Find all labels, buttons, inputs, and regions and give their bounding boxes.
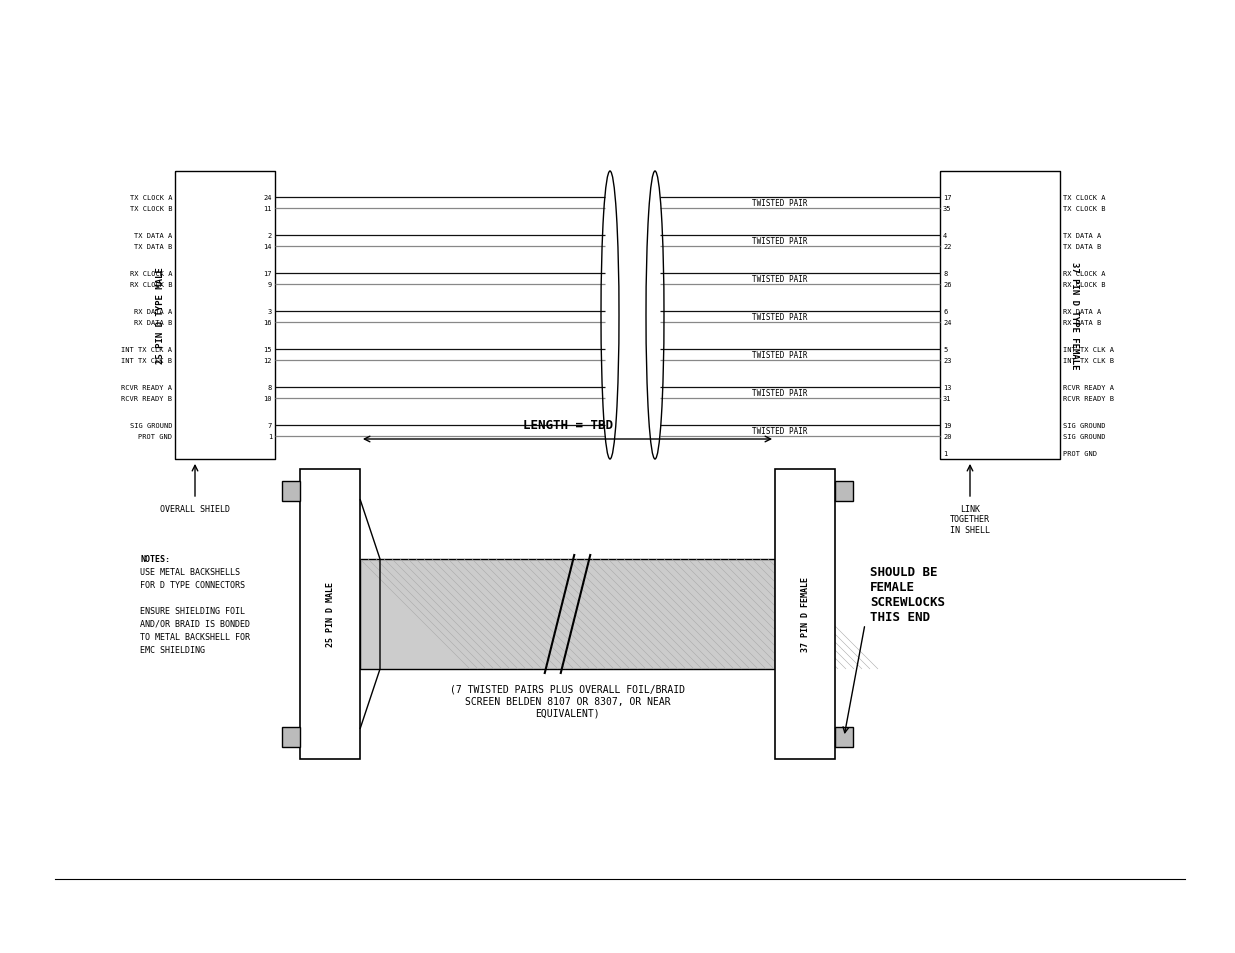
Bar <box>282 727 300 747</box>
Text: RCVR READY A: RCVR READY A <box>121 385 172 391</box>
Text: TWISTED PAIR: TWISTED PAIR <box>752 274 808 284</box>
Text: 8: 8 <box>268 385 272 391</box>
Text: LENGTH = TBD: LENGTH = TBD <box>522 418 613 432</box>
Text: NOTES:: NOTES: <box>140 555 170 563</box>
Text: USE METAL BACKSHELLS: USE METAL BACKSHELLS <box>140 567 240 577</box>
Bar <box>835 481 853 501</box>
Text: AND/OR BRAID IS BONDED: AND/OR BRAID IS BONDED <box>140 619 249 628</box>
Text: 7: 7 <box>268 422 272 429</box>
Text: 14: 14 <box>263 244 272 250</box>
Text: TX DATA B: TX DATA B <box>1063 244 1102 250</box>
Text: TWISTED PAIR: TWISTED PAIR <box>752 389 808 397</box>
Text: PROT GND: PROT GND <box>138 434 172 439</box>
Text: INT TX CLK B: INT TX CLK B <box>1063 357 1114 364</box>
Text: TO METAL BACKSHELL FOR: TO METAL BACKSHELL FOR <box>140 633 249 641</box>
Text: 19: 19 <box>944 422 951 429</box>
Text: OVERALL SHIELD: OVERALL SHIELD <box>161 504 230 514</box>
Text: SHOULD BE
FEMALE
SCREWLOCKS
THIS END: SHOULD BE FEMALE SCREWLOCKS THIS END <box>869 565 945 623</box>
Text: RX CLOCK A: RX CLOCK A <box>1063 271 1105 276</box>
Text: RX CLOCK A: RX CLOCK A <box>130 271 172 276</box>
Text: TWISTED PAIR: TWISTED PAIR <box>752 351 808 359</box>
Text: 5: 5 <box>944 347 947 353</box>
Text: RCVR READY B: RCVR READY B <box>1063 395 1114 401</box>
Text: TX CLOCK B: TX CLOCK B <box>130 206 172 212</box>
Bar <box>300 470 359 760</box>
Text: 25 PIN D TYPE MALE: 25 PIN D TYPE MALE <box>156 268 164 364</box>
Text: 24: 24 <box>944 319 951 326</box>
Text: 20: 20 <box>944 434 951 439</box>
Text: RX DATA B: RX DATA B <box>133 319 172 326</box>
Bar <box>776 470 835 760</box>
Text: TWISTED PAIR: TWISTED PAIR <box>752 199 808 208</box>
Text: 37 PIN D FEMALE: 37 PIN D FEMALE <box>800 577 809 652</box>
Text: SIG GROUND: SIG GROUND <box>1063 434 1105 439</box>
Text: RX DATA B: RX DATA B <box>1063 319 1102 326</box>
Text: 23: 23 <box>944 357 951 364</box>
Text: RCVR READY B: RCVR READY B <box>121 395 172 401</box>
Text: RX DATA A: RX DATA A <box>1063 309 1102 314</box>
Text: 25 PIN D MALE: 25 PIN D MALE <box>326 582 335 647</box>
Text: 3: 3 <box>268 309 272 314</box>
Text: 1: 1 <box>268 434 272 439</box>
Text: SIG GROUND: SIG GROUND <box>130 422 172 429</box>
Text: 31: 31 <box>944 395 951 401</box>
Text: 35: 35 <box>944 206 951 212</box>
Text: ENSURE SHIELDING FOIL: ENSURE SHIELDING FOIL <box>140 606 245 616</box>
Text: TX DATA A: TX DATA A <box>133 233 172 239</box>
Text: 11: 11 <box>263 206 272 212</box>
Text: 37 PIN D TYPE FEMALE: 37 PIN D TYPE FEMALE <box>1071 262 1079 370</box>
Text: (7 TWISTED PAIRS PLUS OVERALL FOIL/BRAID
SCREEN BELDEN 8107 OR 8307, OR NEAR
EQU: (7 TWISTED PAIRS PLUS OVERALL FOIL/BRAID… <box>450 684 685 718</box>
Text: 22: 22 <box>944 244 951 250</box>
Text: 17: 17 <box>263 271 272 276</box>
Text: 16: 16 <box>263 319 272 326</box>
Text: TWISTED PAIR: TWISTED PAIR <box>752 427 808 436</box>
Text: 1: 1 <box>944 451 947 456</box>
Text: INT TX CLK A: INT TX CLK A <box>121 347 172 353</box>
Text: RCVR READY A: RCVR READY A <box>1063 385 1114 391</box>
Text: 4: 4 <box>944 233 947 239</box>
Text: LINK
TOGETHER
IN SHELL: LINK TOGETHER IN SHELL <box>950 504 990 535</box>
Text: 12: 12 <box>263 357 272 364</box>
Bar <box>282 481 300 501</box>
Text: INT TX CLK B: INT TX CLK B <box>121 357 172 364</box>
Text: TX DATA A: TX DATA A <box>1063 233 1102 239</box>
Text: 17: 17 <box>944 194 951 201</box>
Text: 6: 6 <box>944 309 947 314</box>
Text: RX DATA A: RX DATA A <box>133 309 172 314</box>
Text: 24: 24 <box>263 194 272 201</box>
Text: SIG GROUND: SIG GROUND <box>1063 422 1105 429</box>
Text: TX CLOCK A: TX CLOCK A <box>1063 194 1105 201</box>
Text: TWISTED PAIR: TWISTED PAIR <box>752 236 808 246</box>
Text: 26: 26 <box>944 282 951 288</box>
Text: EMC SHIELDING: EMC SHIELDING <box>140 645 205 655</box>
Bar <box>835 727 853 747</box>
Text: TWISTED PAIR: TWISTED PAIR <box>752 313 808 322</box>
Text: RX CLOCK B: RX CLOCK B <box>1063 282 1105 288</box>
Text: 13: 13 <box>944 385 951 391</box>
Text: 8: 8 <box>944 271 947 276</box>
Text: FOR D TYPE CONNECTORS: FOR D TYPE CONNECTORS <box>140 580 245 589</box>
Text: INT TX CLK A: INT TX CLK A <box>1063 347 1114 353</box>
Text: 10: 10 <box>263 395 272 401</box>
Text: TX CLOCK B: TX CLOCK B <box>1063 206 1105 212</box>
Text: PROT GND: PROT GND <box>1063 451 1097 456</box>
Text: RX CLOCK B: RX CLOCK B <box>130 282 172 288</box>
Text: 15: 15 <box>263 347 272 353</box>
Text: TX CLOCK A: TX CLOCK A <box>130 194 172 201</box>
Text: 9: 9 <box>268 282 272 288</box>
Bar <box>359 559 776 669</box>
Text: 2: 2 <box>268 233 272 239</box>
Text: TX DATA B: TX DATA B <box>133 244 172 250</box>
